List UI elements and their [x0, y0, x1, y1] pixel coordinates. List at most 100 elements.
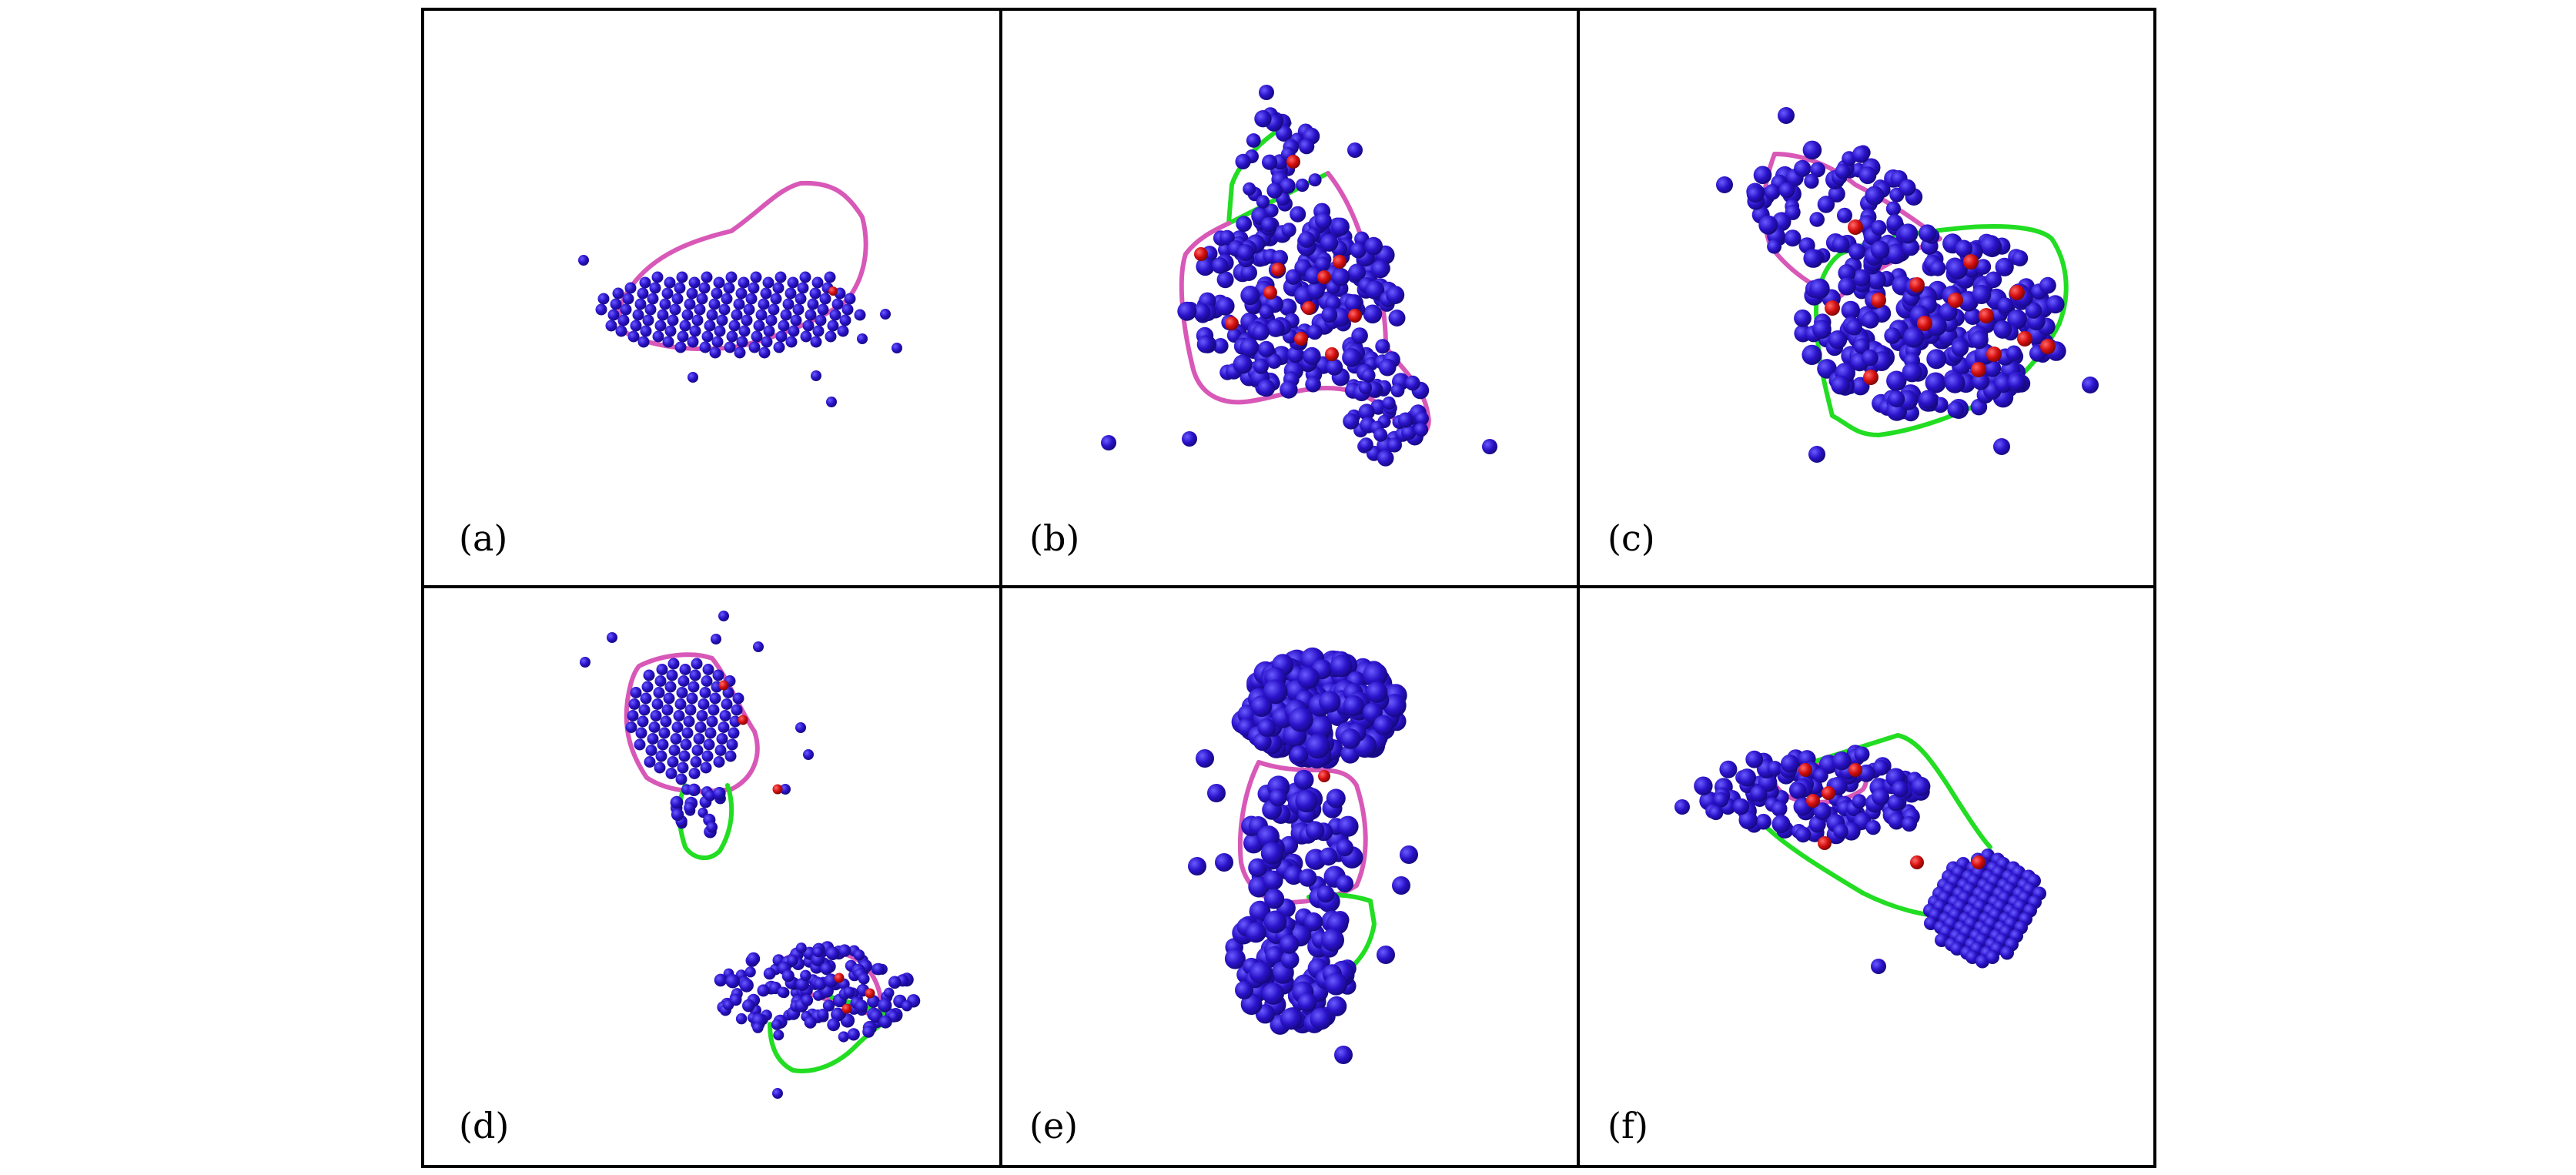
atom — [811, 276, 824, 289]
highlight-atom — [1294, 332, 1308, 346]
atom — [1828, 185, 1845, 203]
atom — [1344, 294, 1362, 312]
atom — [641, 681, 654, 693]
atom — [676, 271, 688, 283]
atom — [1266, 353, 1282, 370]
atom — [750, 271, 762, 283]
atom — [827, 1018, 841, 1032]
highlight-atom — [718, 680, 729, 691]
atom — [1867, 270, 1886, 290]
outline-green — [1761, 733, 1992, 919]
atom — [1732, 798, 1750, 815]
atom — [1858, 166, 1877, 185]
atom — [1902, 816, 1917, 832]
atom — [1993, 438, 2010, 455]
atom — [1343, 413, 1360, 430]
atom — [1929, 259, 1946, 276]
atom — [1885, 201, 1901, 216]
atom — [652, 330, 664, 343]
atom — [1303, 346, 1321, 366]
atom — [1263, 910, 1287, 934]
atom — [664, 681, 677, 693]
atom — [1397, 412, 1413, 428]
atom — [785, 287, 797, 300]
highlight-atom — [1825, 300, 1840, 316]
atom — [1280, 178, 1296, 194]
atom — [869, 1009, 883, 1023]
highlight-atom — [1806, 794, 1820, 808]
atom — [1997, 297, 2014, 314]
atom — [753, 320, 765, 332]
atom — [1755, 813, 1771, 830]
highlight-atom — [1798, 763, 1812, 777]
atom — [744, 966, 756, 978]
atom — [1794, 309, 1812, 327]
atom — [662, 336, 674, 348]
atom — [1415, 411, 1429, 426]
atom — [738, 325, 751, 337]
atom — [772, 282, 785, 294]
highlight-atom — [1909, 277, 1925, 293]
atom — [735, 1013, 748, 1025]
atom — [1236, 244, 1254, 262]
atom — [1305, 376, 1321, 393]
atom — [1272, 249, 1288, 266]
atom — [781, 969, 795, 983]
atom — [1305, 734, 1330, 759]
atom — [617, 314, 630, 326]
atom — [1257, 379, 1276, 397]
atom — [640, 692, 652, 705]
atom — [1902, 362, 1922, 383]
atom — [1284, 865, 1303, 885]
atom — [1259, 85, 1274, 100]
atom — [1235, 153, 1251, 169]
atom — [1257, 718, 1276, 737]
atom — [1182, 431, 1197, 447]
atom — [689, 669, 701, 681]
highlight-atom — [1948, 293, 1963, 308]
atom — [714, 745, 727, 756]
atom — [743, 303, 755, 316]
atom — [739, 978, 754, 993]
atom — [1944, 372, 1965, 393]
atom — [1177, 301, 1197, 321]
atom — [1852, 794, 1867, 809]
atom — [762, 276, 774, 289]
highlight-atom — [2040, 339, 2056, 354]
atom — [664, 325, 677, 337]
highlight-atom — [1917, 316, 1932, 331]
highlight-atom — [841, 1003, 852, 1014]
atom — [1245, 922, 1266, 943]
atom — [763, 325, 775, 337]
atom — [1969, 330, 1989, 350]
atom — [671, 808, 684, 822]
atom — [1817, 196, 1835, 213]
highlight-atom — [1286, 155, 1300, 169]
atom — [1951, 339, 1969, 357]
atom — [679, 664, 691, 675]
highlight-atom — [2009, 285, 2025, 300]
atom-cluster — [1716, 107, 2099, 463]
atom — [1337, 815, 1359, 837]
atom — [605, 320, 617, 332]
atom — [1377, 946, 1395, 964]
atom — [712, 669, 724, 681]
atom — [838, 1031, 849, 1043]
atom — [731, 704, 743, 716]
atom — [660, 715, 672, 728]
atom — [1336, 875, 1354, 892]
atom — [1252, 323, 1270, 341]
atom — [2007, 309, 2028, 330]
atom — [1871, 959, 1886, 974]
atom — [1288, 707, 1313, 732]
atom — [1926, 349, 1947, 370]
atom — [639, 276, 651, 289]
atom — [809, 287, 821, 300]
atom — [1746, 186, 1764, 203]
atom — [647, 293, 659, 305]
atom — [1330, 654, 1353, 678]
atom — [674, 282, 686, 294]
atom-cluster — [1674, 745, 2046, 974]
atom — [795, 293, 807, 305]
atom — [817, 1009, 829, 1020]
